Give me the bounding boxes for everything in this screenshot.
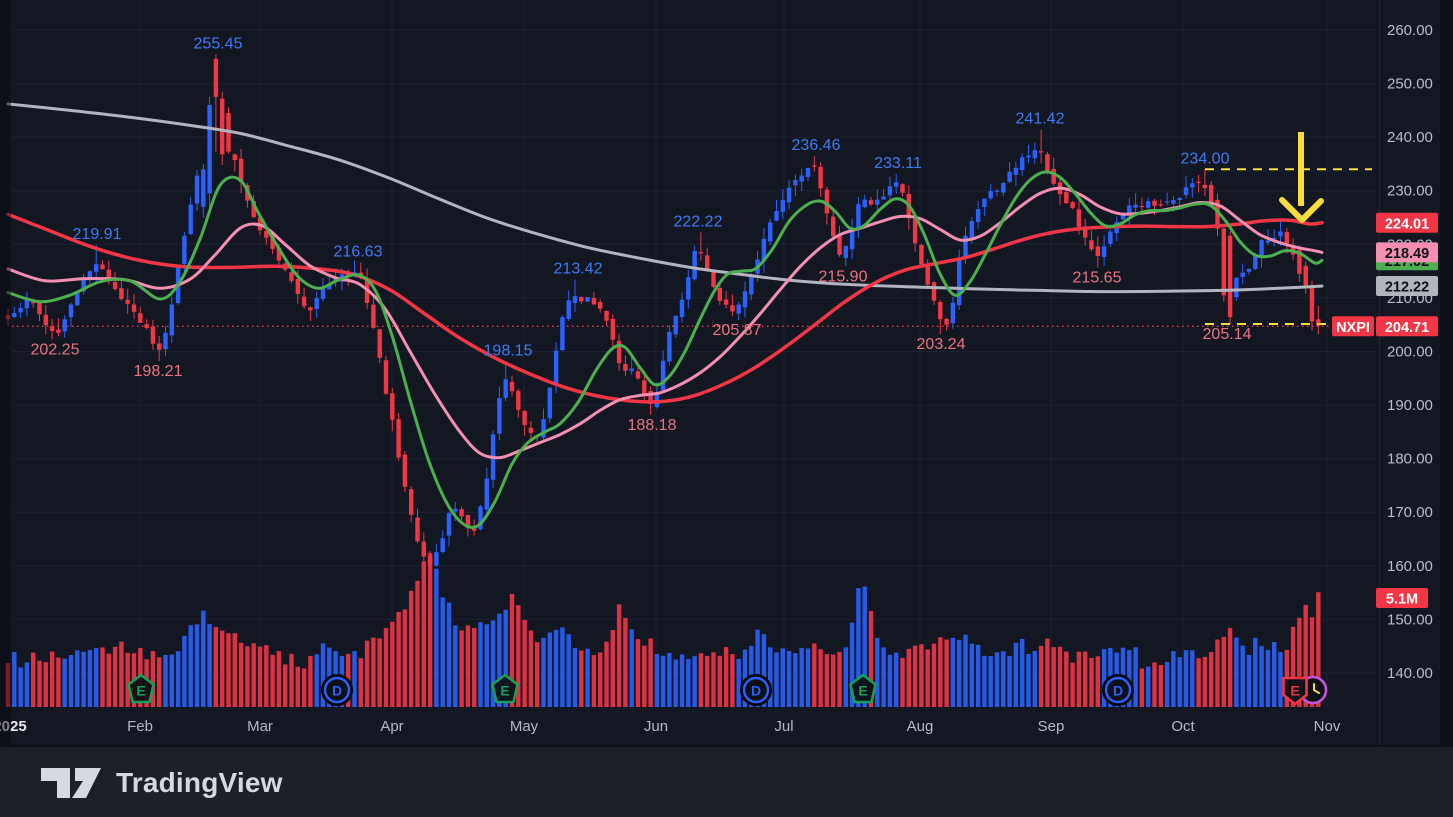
label: 205.87 — [713, 322, 762, 339]
label: E — [858, 683, 867, 699]
axis-badge-ma-slow-red — [1376, 212, 1438, 233]
axis-badge-volume — [1376, 588, 1428, 608]
ma-fast-green — [6, 170, 1324, 529]
label: 260.00 — [1387, 22, 1433, 39]
label: 250.00 — [1387, 76, 1433, 93]
earnings-icon[interactable] — [491, 673, 519, 704]
label: 160.00 — [1387, 558, 1433, 575]
label: Sep — [1038, 718, 1065, 735]
label: 203.24 — [917, 336, 966, 353]
chart-area[interactable]: 260.00250.00240.00230.00220.00210.00200.… — [0, 0, 1453, 745]
label: Mar — [247, 718, 273, 735]
label: Oct — [1171, 718, 1195, 735]
label: May — [510, 718, 539, 735]
earnings-upcoming-icon[interactable] — [1282, 676, 1308, 706]
grid-lines — [9, 0, 1376, 707]
axis-badge-last-price — [1376, 316, 1438, 337]
label: 234.00 — [1181, 150, 1230, 167]
earnings-icon[interactable] — [849, 673, 877, 704]
axis-badge-ma-medium-pink — [1376, 242, 1438, 263]
label: 215.90 — [819, 268, 868, 285]
label: Aug — [907, 718, 934, 735]
label: Feb — [127, 718, 153, 735]
chart-background — [0, 0, 1453, 745]
price-axis[interactable]: 260.00250.00240.00230.00220.00210.00200.… — [1379, 0, 1433, 745]
earnings-icon[interactable] — [127, 673, 155, 704]
label: Jul — [774, 718, 793, 735]
label: 240.00 — [1387, 129, 1433, 146]
tradingview-icon — [41, 768, 101, 798]
label: Nov — [1314, 718, 1341, 735]
label: 170.00 — [1387, 504, 1433, 521]
label: 233.11 — [874, 155, 922, 172]
label: 241.42 — [1016, 111, 1065, 128]
footer-bar: TradingView — [0, 745, 1453, 817]
label: 236.46 — [792, 137, 841, 154]
label: E — [500, 683, 509, 699]
label: E — [1290, 683, 1299, 699]
label: 215.65 — [1073, 270, 1122, 287]
label: Apr — [380, 718, 403, 735]
label: 2025 — [0, 718, 27, 735]
yellow-dashed-lines — [1205, 168, 1372, 325]
price-chart-canvas[interactable]: 260.00250.00240.00230.00220.00210.00200.… — [0, 0, 1453, 745]
down-arrow-annotation — [1279, 132, 1324, 223]
label: D — [332, 683, 342, 699]
time-axis[interactable]: 2025 Feb Mar Apr May Jun Jul Aug Sep Oct Nov — [0, 718, 1341, 735]
label: 224.01 — [1385, 216, 1429, 232]
label: 213.42 — [554, 261, 603, 278]
label: 255.45 — [194, 35, 243, 52]
ma-long-gray — [6, 102, 1324, 294]
label: 5.1M — [1386, 592, 1418, 608]
label: 202.25 — [31, 341, 80, 358]
label: D — [1113, 683, 1123, 699]
dividend-icon[interactable] — [740, 674, 772, 706]
tradingview-wordmark: TradingView — [116, 767, 283, 798]
label: 218.49 — [1385, 246, 1429, 262]
label: 212.22 — [1385, 280, 1429, 296]
label: 190.00 — [1387, 397, 1433, 414]
price-marker-labels: 202.25 219.91 198.21 255.45 216.63 198.15 213.… — [31, 35, 1252, 433]
dividend-icon[interactable] — [1102, 674, 1134, 706]
label: 198.21 — [134, 363, 183, 380]
dividend-icon[interactable] — [321, 674, 353, 706]
label: 150.00 — [1387, 611, 1433, 628]
symbol-badge — [1332, 316, 1374, 337]
axis-badge-ma-long-gray — [1376, 276, 1438, 296]
label: E — [136, 683, 145, 699]
label: 198.15 — [484, 342, 533, 359]
label: 140.00 — [1387, 665, 1433, 682]
label: 200.00 — [1387, 343, 1433, 360]
label: 204.71 — [1385, 320, 1429, 336]
label: 230.00 — [1387, 183, 1433, 200]
label: NXPI — [1336, 320, 1370, 336]
label: D — [751, 683, 761, 699]
label: 205.14 — [1203, 326, 1252, 343]
label: 180.00 — [1387, 451, 1433, 468]
ma-slow-red — [6, 212, 1324, 404]
label: 188.18 — [628, 417, 677, 434]
label: 219.91 — [73, 226, 122, 243]
label: Jun — [644, 718, 668, 735]
tradingview-logo[interactable]: TradingView — [40, 767, 283, 799]
label: 216.63 — [334, 243, 383, 260]
label: 222.22 — [674, 213, 723, 230]
